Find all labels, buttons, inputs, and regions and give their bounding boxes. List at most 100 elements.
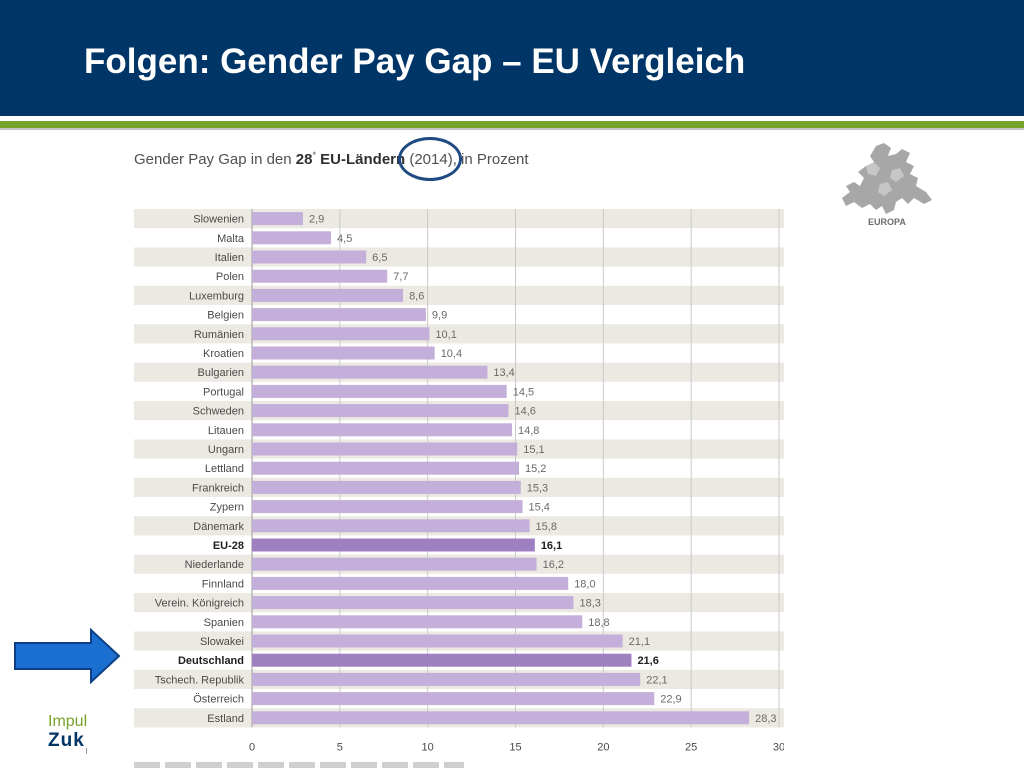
bar [252,288,404,302]
bar [252,672,641,686]
category-label: Slowenien [193,214,244,226]
value-label: 13,4 [493,367,514,379]
bar [252,423,512,437]
category-label: Deutschland [178,655,244,667]
value-label: 22,1 [646,674,667,686]
value-label: 15,1 [523,444,544,456]
value-label: 21,6 [637,655,658,667]
category-label: Luxemburg [189,290,244,302]
divider-rule [0,128,1024,130]
bar [252,538,535,552]
bar [252,365,488,379]
bar [252,653,632,667]
bar [252,384,507,398]
bar [252,557,537,571]
x-tick-label: 20 [597,741,609,751]
map-label: EUROPA [868,217,906,227]
bar [252,269,388,283]
bar [252,461,520,475]
arrow-right-icon [14,628,121,684]
chart-caption: Gender Pay Gap in den 28* EU-Ländern (20… [134,150,529,168]
x-tick-label: 25 [685,741,697,751]
value-label: 15,8 [536,521,557,533]
bar [252,442,518,456]
category-label: Polen [216,271,244,283]
bar [252,692,655,706]
value-label: 15,2 [525,463,546,475]
category-label: Finnland [202,578,244,590]
bar [252,480,521,494]
bar [252,346,435,360]
category-label: Spanien [204,617,244,629]
value-label: 18,0 [574,578,595,590]
footnote-strip [134,762,464,768]
category-label: Estland [207,713,244,725]
value-label: 15,4 [529,502,550,514]
bar [252,404,509,418]
slide-title: Folgen: Gender Pay Gap – EU Vergleich [84,42,746,81]
category-label: Bulgarien [198,367,244,379]
category-label: Niederlande [185,559,244,571]
category-label: Malta [217,233,245,245]
bar [252,327,430,341]
value-label: 16,2 [543,559,564,571]
bar [252,231,332,245]
accent-rule [0,121,1024,128]
bar [252,500,523,514]
x-tick-label: 10 [422,741,434,751]
value-label: 10,1 [435,329,456,341]
value-label: 14,5 [513,386,534,398]
value-label: 8,6 [409,290,424,302]
value-label: 2,9 [309,214,324,226]
bar [252,576,569,590]
bar [252,615,583,629]
category-label: Österreich [193,694,244,706]
value-label: 28,3 [755,713,776,725]
category-label: Kroatien [203,348,244,360]
bar [252,711,750,725]
bar [252,519,530,533]
category-label: Italien [215,252,244,264]
value-label: 15,3 [527,482,548,494]
value-label: 22,9 [660,694,681,706]
x-tick-label: 5 [337,741,343,751]
category-label: Belgien [207,310,244,322]
bar [252,308,426,322]
value-label: 4,5 [337,233,352,245]
title-bar [0,0,1024,116]
category-label: Slowakei [200,636,244,648]
value-label: 9,9 [432,310,447,322]
category-label: Litauen [208,425,244,437]
category-label: Frankreich [192,482,244,494]
value-label: 14,6 [514,406,535,418]
caption-count: 28 [295,151,313,168]
value-label: 18,3 [579,598,600,610]
x-tick-label: 0 [249,741,255,751]
gender-pay-gap-bar-chart: Slowenien 2,9 Malta 4,5 Italien 6,5 Polen 7,7 Lu… [134,209,784,751]
value-label: 14,8 [518,425,539,437]
bar [252,212,303,226]
category-label: Schweden [193,406,244,418]
bar [252,250,367,264]
europe-map-icon [842,143,932,214]
x-tick-label: 15 [509,741,521,751]
caption-scope: EU-Ländern [315,151,406,168]
value-label: 6,5 [372,252,387,264]
logo-text-bottom: Zuk [48,730,85,751]
bar [252,634,623,648]
category-label: Lettland [205,463,244,475]
category-label: EU-28 [213,540,244,552]
caption-footnote-mark: * [312,150,316,160]
value-label: 7,7 [393,271,408,283]
caption-text-1: Gender Pay Gap in den [134,151,296,168]
x-tick-label: 30 [773,741,784,751]
value-label: 18,8 [588,617,609,629]
year-highlight-circle [398,137,462,181]
category-label: Ungarn [208,444,244,456]
category-label: Portugal [203,386,244,398]
category-label: Verein. Königreich [155,598,244,610]
value-label: 16,1 [541,540,562,552]
bar [252,596,574,610]
category-label: Tschech. Republik [155,674,245,686]
value-label: 10,4 [441,348,462,360]
